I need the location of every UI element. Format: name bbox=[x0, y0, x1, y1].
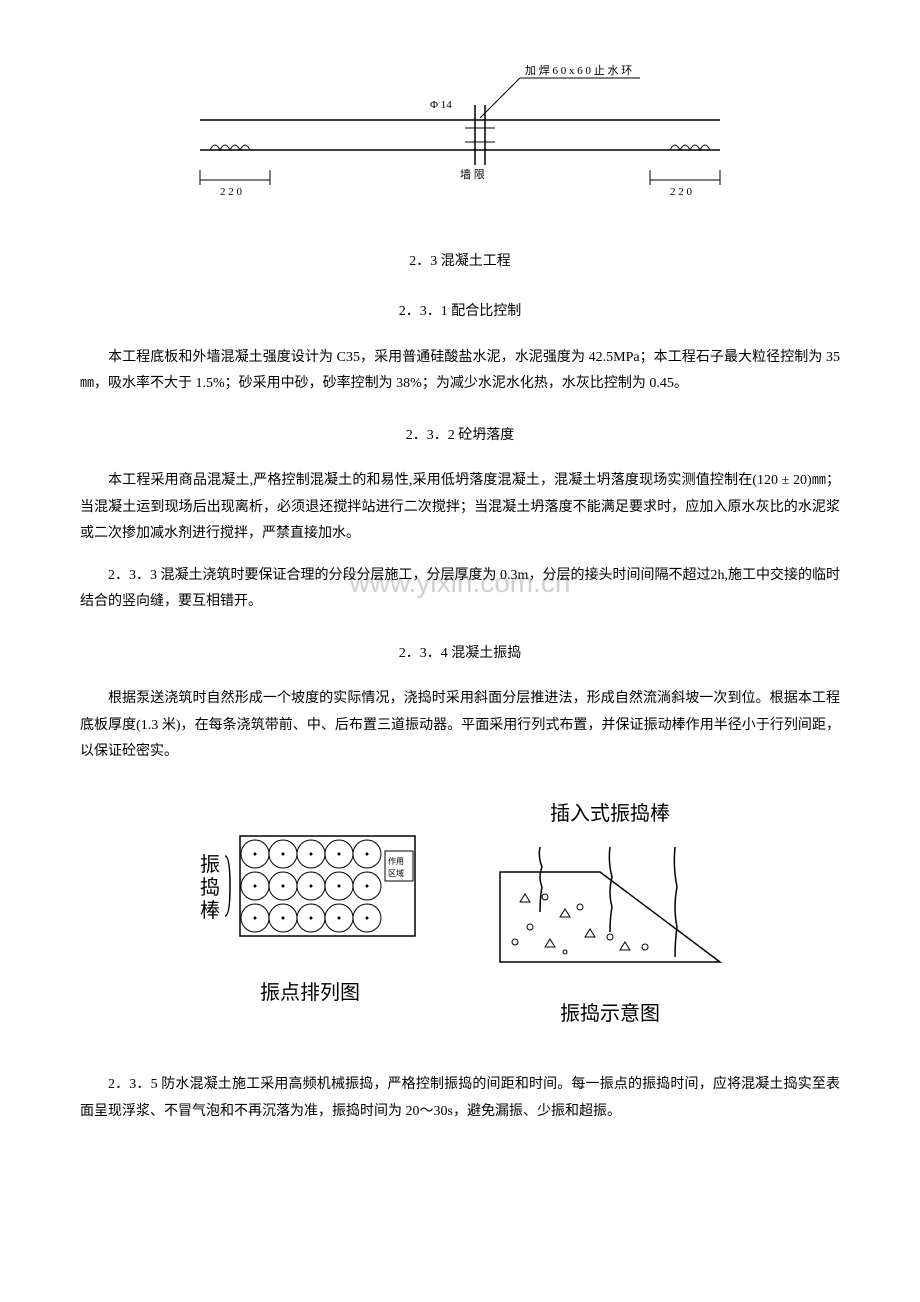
figure-vibration-schematic: 插入式振捣棒 bbox=[490, 796, 730, 1032]
figure-right-title: 插入式振捣棒 bbox=[490, 796, 730, 832]
annotation-center: 墙 限 bbox=[460, 167, 485, 181]
vibration-schematic-svg bbox=[490, 842, 730, 977]
figure-right-caption: 振捣示意图 bbox=[490, 996, 730, 1032]
vibration-points-svg: 振 捣 棒 bbox=[190, 796, 430, 956]
dimension-right: 2 2 0 bbox=[670, 186, 693, 198]
left-side-label-3: 棒 bbox=[200, 899, 220, 922]
section-2-3-1-paragraph: 本工程底板和外墙混凝土强度设计为 C35，采用普通硅酸盐水泥，水泥强度为 42.… bbox=[80, 345, 840, 398]
section-2-3-2-paragraph: 本工程采用商品混凝土,严格控制混凝土的和易性,采用低坍落度混凝土，混凝土坍落度现… bbox=[80, 468, 840, 548]
annotation-top: 加 焊 6 0 x 6 0 止 水 环 bbox=[525, 63, 632, 77]
dimension-left: 2 2 0 bbox=[220, 186, 243, 198]
water-stop-diagram-svg: 加 焊 6 0 x 6 0 止 水 环 Φ 14 墙 限 bbox=[180, 60, 740, 200]
section-2-3-3-content: www.yixin.com.cn 2．3．3 混凝土浇筑时要保证合理的分段分层施… bbox=[80, 563, 840, 616]
annotation-phi: Φ 14 bbox=[430, 99, 452, 111]
section-2-3-title: 2．3 混凝土工程 bbox=[80, 249, 840, 274]
figure-water-stop-ring: 加 焊 6 0 x 6 0 止 水 环 Φ 14 墙 限 bbox=[80, 60, 840, 209]
left-side-label-1: 振 bbox=[200, 853, 220, 876]
section-2-3-2-content: 本工程采用商品混凝土,严格控制混凝土的和易性,采用低坍落度混凝土，混凝土坍落度现… bbox=[80, 468, 840, 548]
figure-left-caption: 振点排列图 bbox=[190, 975, 430, 1011]
inner-label-2: 区域 bbox=[388, 868, 404, 878]
section-2-3-1-content: 本工程底板和外墙混凝土强度设计为 C35，采用普通硅酸盐水泥，水泥强度为 42.… bbox=[80, 345, 840, 398]
section-2-3-2-title: 2．3．2 砼坍落度 bbox=[80, 423, 840, 448]
left-side-label-2: 捣 bbox=[200, 876, 220, 899]
section-2-3-5-content: 2．3．5 防水混凝土施工采用高频机械振捣，严格控制振捣的间距和时间。每一振点的… bbox=[80, 1072, 840, 1125]
section-2-3-3-paragraph: 2．3．3 混凝土浇筑时要保证合理的分段分层施工，分层厚度为 0.3m，分层的接… bbox=[80, 563, 840, 616]
page-container: 加 焊 6 0 x 6 0 止 水 环 Φ 14 墙 限 bbox=[80, 60, 840, 1125]
section-2-3-4-title: 2．3．4 混凝土振捣 bbox=[80, 641, 840, 666]
section-2-3-4-content: 根据泵送浇筑时自然形成一个坡度的实际情况，浇捣时采用斜面分层推进法，形成自然流淌… bbox=[80, 686, 840, 766]
figures-vibration: 振 捣 棒 bbox=[80, 796, 840, 1032]
section-2-3-4-paragraph: 根据泵送浇筑时自然形成一个坡度的实际情况，浇捣时采用斜面分层推进法，形成自然流淌… bbox=[80, 686, 840, 766]
inner-label-1: 作用 bbox=[388, 856, 404, 866]
section-2-3-5-paragraph: 2．3．5 防水混凝土施工采用高频机械振捣，严格控制振捣的间距和时间。每一振点的… bbox=[80, 1072, 840, 1125]
figure-vibration-points: 振 捣 棒 bbox=[190, 796, 430, 1032]
section-2-3-1-title: 2．3．1 配合比控制 bbox=[80, 299, 840, 324]
